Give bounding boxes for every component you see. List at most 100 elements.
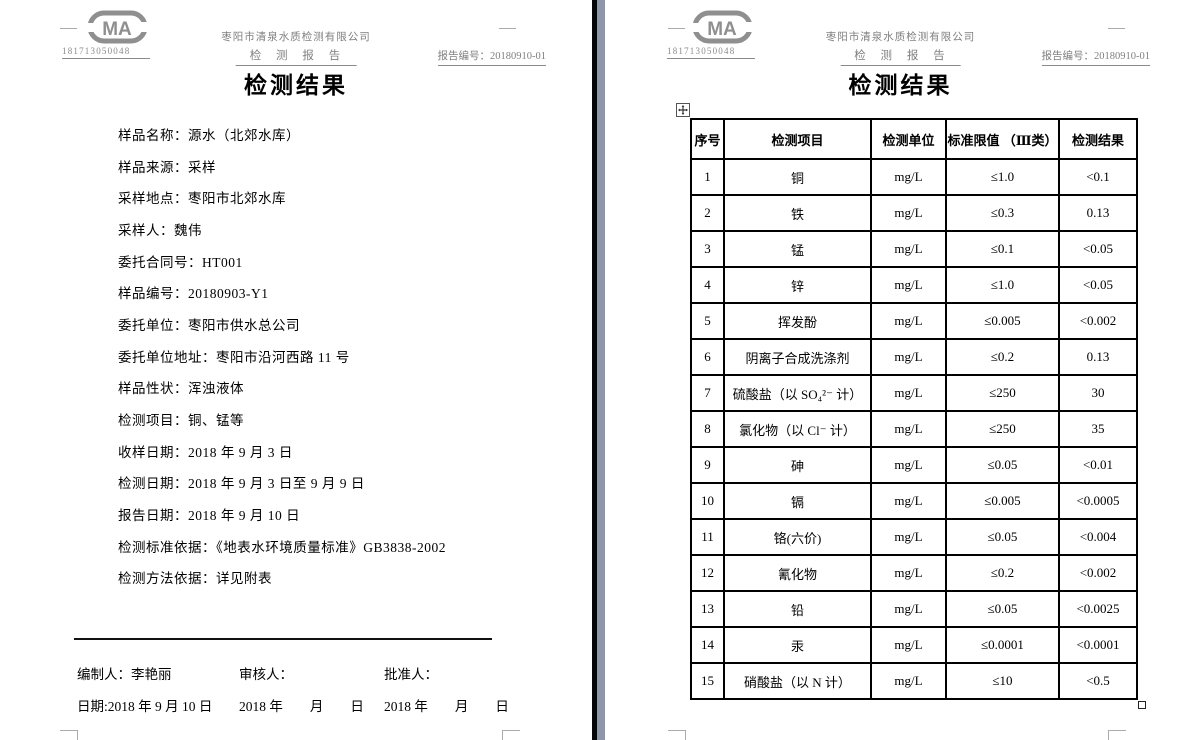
cell-unit: mg/L — [870, 302, 947, 340]
cell-no: 2 — [690, 194, 725, 232]
report-number: 报告编号：20180910-01 — [437, 48, 546, 66]
cell-item: 锰 — [723, 230, 872, 268]
certificate-number: 181713050048 — [667, 46, 755, 59]
report-page-1[interactable]: MA 181713050048 枣阳市清泉水质检测有限公司 检 测 报 告 报告… — [0, 0, 592, 740]
certificate-number: 181713050048 — [62, 46, 150, 59]
cell-limit: ≤1.0 — [945, 266, 1060, 304]
table-row: 6 阴离子合成洗涤剂 mg/L ≤0.2 0.13 — [690, 338, 1138, 376]
cell-no: 3 — [690, 230, 725, 268]
column-header: 检测单位 — [870, 118, 947, 160]
cell-no: 7 — [690, 374, 725, 412]
crop-mark — [499, 28, 516, 29]
cell-unit: mg/L — [870, 446, 947, 484]
move-cross-icon — [678, 105, 688, 115]
cell-result: 0.13 — [1058, 194, 1138, 232]
cell-limit: ≤0.0001 — [945, 626, 1060, 664]
company-name: 枣阳市清泉水质检测有限公司 — [825, 32, 976, 43]
approver-label: 批准人： — [384, 667, 438, 682]
report-type: 检 测 报 告 — [840, 47, 961, 66]
report-field: 样品性状：浑浊液体 — [118, 381, 244, 397]
cell-item: 氰化物 — [723, 554, 872, 592]
cell-result: <0.0025 — [1058, 590, 1138, 628]
page-title: 检测结果 — [848, 73, 953, 98]
report-field: 采样人：魏伟 — [118, 222, 202, 238]
cell-no: 12 — [690, 554, 725, 592]
cma-logo: MA — [691, 6, 755, 48]
cell-unit: mg/L — [870, 374, 947, 412]
report-field: 委托单位地址：枣阳市沿河西路 11 号 — [118, 349, 350, 365]
cell-limit: ≤250 — [945, 410, 1060, 448]
cell-item: 锌 — [723, 266, 872, 304]
crop-mark — [1108, 730, 1126, 740]
cell-no: 9 — [690, 446, 725, 484]
report-field: 样品名称：源水（北郊水库） — [118, 127, 300, 143]
cell-result: 35 — [1058, 410, 1138, 448]
company-name: 枣阳市清泉水质检测有限公司 — [221, 32, 371, 43]
cell-unit: mg/L — [870, 158, 947, 196]
table-row: 13 铅 mg/L ≤0.05 <0.0025 — [690, 590, 1138, 628]
report-number: 报告编号：20180910-01 — [1041, 48, 1150, 66]
cell-item: 挥发酚 — [723, 302, 872, 340]
cell-item: 镉 — [723, 482, 872, 520]
cell-result: <0.01 — [1058, 446, 1138, 484]
results-table[interactable]: 序号 检测项目 检测单位 标准限值 （Ⅲ类） 检测结果 1 铜 mg/L ≤1.0 <0.1 2 铁… — [690, 118, 1138, 700]
cell-limit: ≤1.0 — [945, 158, 1060, 196]
cell-item: 汞 — [723, 626, 872, 664]
window-divider-line — [592, 0, 597, 740]
column-header: 检测结果 — [1058, 118, 1138, 160]
cell-unit: mg/L — [870, 518, 947, 556]
cell-no: 1 — [690, 158, 725, 196]
cell-item: 阴离子合成洗涤剂 — [723, 338, 872, 376]
table-row: 8 氯化物（以 Cl⁻ 计） mg/L ≤250 35 — [690, 410, 1138, 448]
report-field: 检测标准依据：《地表水环境质量标准》GB3838-2002 — [118, 539, 446, 555]
report-page-2[interactable]: MA 181713050048 枣阳市清泉水质检测有限公司 检 测 报 告 报告… — [605, 0, 1196, 740]
table-row: 12 氰化物 mg/L ≤0.2 <0.002 — [690, 554, 1138, 592]
report-field: 样品来源：采样 — [118, 159, 216, 175]
column-header: 序号 — [690, 118, 725, 160]
cell-result: 0.13 — [1058, 338, 1138, 376]
cell-item: 硫酸盐（以 SO₄²⁻ 计） — [723, 374, 872, 412]
window-divider-strip[interactable] — [597, 0, 605, 740]
cell-no: 11 — [690, 518, 725, 556]
table-row: 15 硝酸盐（以 N 计） mg/L ≤10 <0.5 — [690, 662, 1138, 700]
crop-mark — [60, 730, 78, 740]
report-field: 检测项目：铜、锰等 — [118, 413, 244, 429]
approve-date: 2018 年 月 日 — [384, 699, 509, 714]
cell-item: 硝酸盐（以 N 计） — [723, 662, 872, 700]
cell-unit: mg/L — [870, 482, 947, 520]
cell-result: 30 — [1058, 374, 1138, 412]
cell-limit: ≤0.005 — [945, 482, 1060, 520]
report-field: 采样地点：枣阳市北郊水库 — [118, 191, 286, 207]
crop-mark — [668, 28, 685, 29]
table-row: 9 砷 mg/L ≤0.05 <0.01 — [690, 446, 1138, 484]
report-field: 检测方法依据：详见附表 — [118, 571, 272, 587]
cell-item: 砷 — [723, 446, 872, 484]
review-date: 2018 年 月 日 — [239, 699, 364, 714]
cell-result: <0.05 — [1058, 266, 1138, 304]
cell-unit: mg/L — [870, 554, 947, 592]
cell-result: <0.002 — [1058, 302, 1138, 340]
cell-no: 5 — [690, 302, 725, 340]
cell-limit: ≤0.05 — [945, 446, 1060, 484]
table-resize-handle[interactable] — [1138, 701, 1146, 709]
report-field: 收样日期：2018 年 9 月 3 日 — [118, 444, 293, 460]
cell-result: <0.5 — [1058, 662, 1138, 700]
cell-result: <0.0001 — [1058, 626, 1138, 664]
cell-item: 铜 — [723, 158, 872, 196]
table-row: 1 铜 mg/L ≤1.0 <0.1 — [690, 158, 1138, 196]
table-move-handle[interactable] — [676, 103, 690, 117]
table-row: 5 挥发酚 mg/L ≤0.005 <0.002 — [690, 302, 1138, 340]
report-field: 委托合同号：HT001 — [118, 254, 243, 270]
cma-logo-text: MA — [707, 19, 737, 40]
report-field: 检测日期：2018 年 9 月 3 日至 9 月 9 日 — [118, 476, 365, 492]
cell-unit: mg/L — [870, 662, 947, 700]
cell-result: <0.004 — [1058, 518, 1138, 556]
cell-no: 4 — [690, 266, 725, 304]
cell-item: 铁 — [723, 194, 872, 232]
cell-unit: mg/L — [870, 194, 947, 232]
crop-mark — [668, 730, 686, 740]
cell-item: 氯化物（以 Cl⁻ 计） — [723, 410, 872, 448]
cell-result: <0.05 — [1058, 230, 1138, 268]
cell-unit: mg/L — [870, 590, 947, 628]
cell-limit: ≤0.005 — [945, 302, 1060, 340]
